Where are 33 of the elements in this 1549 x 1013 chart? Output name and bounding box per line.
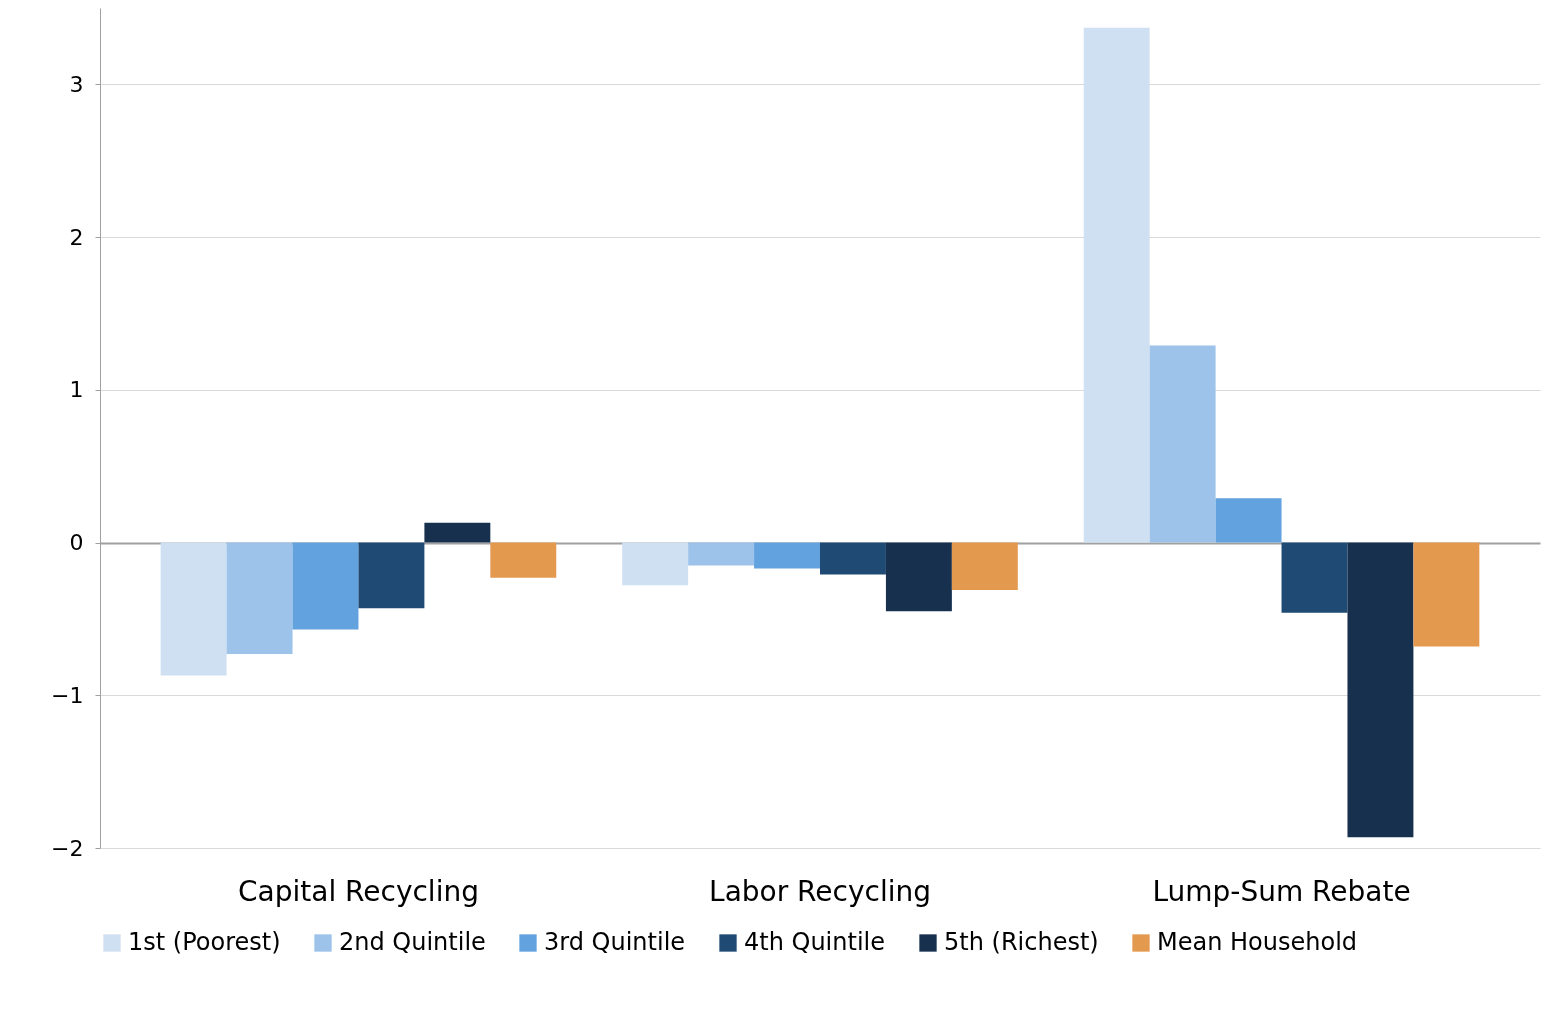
bar xyxy=(951,542,1018,590)
y-tick-label: −1 xyxy=(51,682,84,708)
bar xyxy=(820,542,886,575)
legend-label: 4th Quintile xyxy=(744,928,886,956)
bar xyxy=(1083,27,1150,543)
y-tick-label: 0 xyxy=(69,530,84,556)
y-tick-label: 1 xyxy=(69,377,84,403)
y-tick-label: 2 xyxy=(69,224,84,250)
y-tick-label: 3 xyxy=(69,71,84,97)
x-tick-label: Labor Recycling xyxy=(709,874,931,908)
bar xyxy=(292,542,359,630)
bar xyxy=(160,542,227,676)
y-tick-label: −2 xyxy=(51,835,84,861)
x-tick-label: Lump-Sum Rebate xyxy=(1152,874,1411,908)
bar xyxy=(1413,542,1480,647)
legend-label: 1st (Poorest) xyxy=(128,928,281,956)
bar xyxy=(226,542,293,655)
bar xyxy=(490,542,557,578)
bar xyxy=(885,542,952,612)
legend-label: Mean Household xyxy=(1157,928,1358,956)
legend-label: 2nd Quintile xyxy=(339,928,486,956)
bar xyxy=(688,542,755,566)
x-tick-label: Capital Recycling xyxy=(237,874,479,908)
legend-label: 5th (Richest) xyxy=(944,928,1099,956)
legend-label: 3rd Quintile xyxy=(544,928,686,956)
bar xyxy=(754,542,820,569)
bar xyxy=(1149,345,1216,543)
bar xyxy=(1215,498,1282,543)
bar xyxy=(622,542,689,586)
bar xyxy=(1347,542,1414,838)
bar xyxy=(424,522,491,543)
bar xyxy=(1281,542,1348,613)
bar xyxy=(358,542,425,609)
